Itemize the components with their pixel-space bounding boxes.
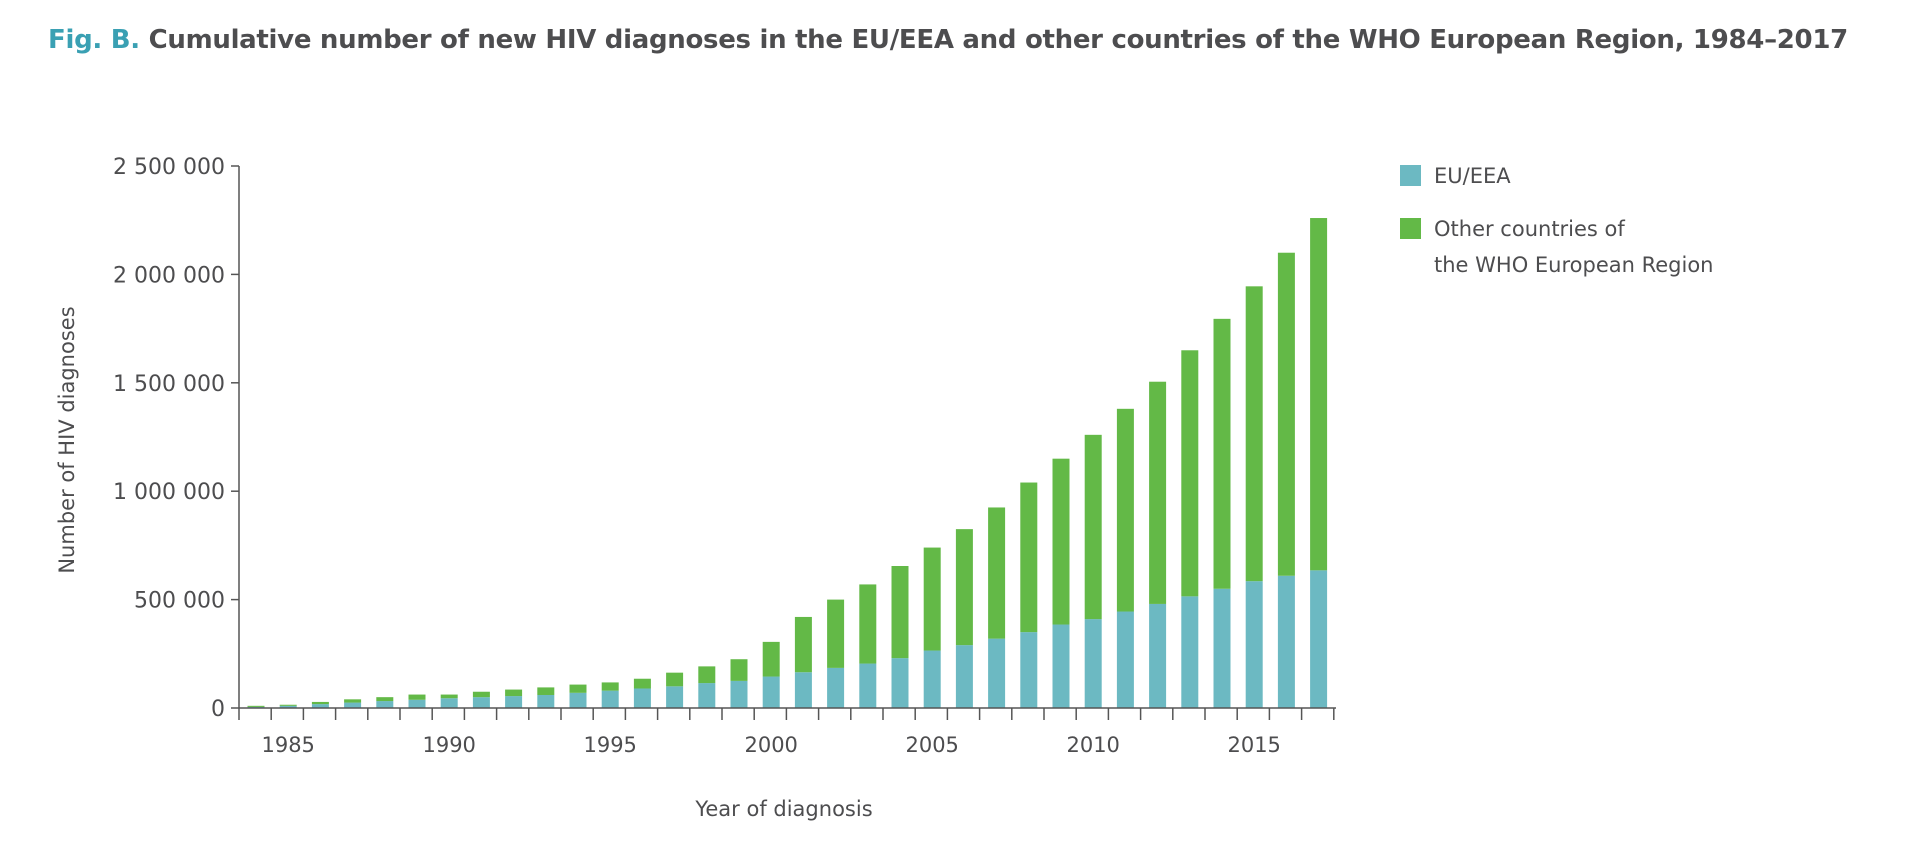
bar-other-2012: [1149, 381, 1167, 604]
bar-other-1997: [666, 672, 684, 687]
x-tick-label: 1985: [261, 733, 314, 757]
bar-other-1999: [730, 659, 748, 681]
bar-other-2000: [762, 641, 780, 677]
bar-eu-eea-2016: [1277, 575, 1295, 708]
bar-eu-eea-2003: [859, 663, 877, 708]
bar-other-1988: [376, 697, 394, 702]
bar-other-1987: [344, 699, 362, 703]
bar-eu-eea-1987: [344, 702, 362, 708]
x-tick-label: 2015: [1227, 733, 1280, 757]
figure-title-text: Cumulative number of new HIV diagnoses i…: [148, 25, 1849, 55]
y-tick-label: 2 500 000: [113, 155, 225, 180]
bar-eu-eea-2007: [988, 638, 1006, 708]
bar-other-2010: [1084, 434, 1102, 620]
bar-other-1995: [601, 682, 619, 691]
bar-other-1989: [408, 694, 426, 700]
bar-other-1985: [279, 704, 297, 706]
bar-eu-eea-1992: [505, 696, 523, 708]
bar-eu-eea-2001: [794, 672, 812, 708]
x-tick-label: 2000: [744, 733, 797, 757]
bar-other-1984: [247, 705, 265, 707]
bar-other-2009: [1052, 458, 1070, 625]
bar-other-2002: [827, 599, 845, 668]
axes-group: 0 500 000 1 000 000 1 500 000 2 000 000 2 500…: [113, 155, 1336, 757]
x-tick-label: 1995: [583, 733, 636, 757]
bar-eu-eea-2010: [1084, 619, 1102, 708]
bar-eu-eea-1991: [472, 697, 490, 708]
bar-eu-eea-1997: [666, 686, 684, 708]
bar-other-2004: [891, 565, 909, 659]
bar-eu-eea-1995: [601, 690, 619, 708]
bar-eu-eea-2009: [1052, 624, 1070, 708]
figure-title: Fig. B. Cumulative number of new HIV dia…: [48, 22, 1888, 58]
bar-eu-eea-2013: [1181, 596, 1199, 708]
legend-swatch-eu-eea: [1400, 165, 1421, 186]
x-axis-label: Year of diagnosis: [694, 797, 872, 821]
bar-other-2005: [923, 547, 941, 651]
legend-label-eu-eea: EU/EEA: [1434, 164, 1511, 188]
bar-other-1998: [698, 666, 716, 684]
bar-eu-eea-1989: [408, 699, 426, 708]
x-tick-label: 2005: [905, 733, 958, 757]
y-tick-label: 1 000 000: [113, 480, 225, 505]
bar-eu-eea-2017: [1310, 570, 1328, 708]
legend-label-other-line2: the WHO European Region: [1434, 253, 1714, 277]
bar-eu-eea-2012: [1149, 603, 1167, 708]
bar-other-1986: [311, 701, 329, 705]
y-tick-label: 0: [211, 697, 225, 722]
legend-label-other-line1: Other countries of: [1434, 217, 1625, 241]
bar-eu-eea-2008: [1020, 632, 1038, 708]
bar-other-1994: [569, 684, 587, 693]
bar-eu-eea-2004: [891, 658, 909, 708]
bar-eu-eea-1998: [698, 683, 716, 708]
bar-other-1996: [633, 678, 651, 689]
figure-label: Fig. B.: [48, 25, 140, 55]
x-tick-label: 2010: [1066, 733, 1119, 757]
y-tick-label: 2 000 000: [113, 263, 225, 288]
bar-other-2015: [1245, 286, 1263, 582]
bar-other-2007: [988, 507, 1006, 639]
legend: EU/EEA Other countries of the WHO Europe…: [1400, 164, 1714, 277]
bar-other-2013: [1181, 350, 1199, 597]
x-tick-label: 1990: [422, 733, 475, 757]
y-axis-label: Number of HIV diagnoses: [55, 306, 79, 573]
bar-eu-eea-2006: [955, 645, 973, 708]
bar-other-2017: [1310, 218, 1328, 571]
bar-eu-eea-2005: [923, 650, 941, 708]
bar-eu-eea-1999: [730, 680, 748, 708]
bar-eu-eea-2000: [762, 676, 780, 708]
bar-other-2011: [1116, 408, 1134, 612]
bar-other-1993: [537, 687, 555, 695]
bar-eu-eea-2011: [1116, 611, 1134, 708]
bar-eu-eea-1993: [537, 694, 555, 708]
bar-other-1990: [440, 694, 458, 699]
bar-eu-eea-2002: [827, 667, 845, 708]
bar-eu-eea-1985: [279, 705, 297, 708]
bar-other-2001: [794, 616, 812, 673]
bar-eu-eea-2014: [1213, 588, 1231, 708]
bar-other-2008: [1020, 482, 1038, 633]
bar-eu-eea-1988: [376, 701, 394, 708]
bar-other-2014: [1213, 318, 1231, 589]
bars-group: [247, 218, 1328, 708]
y-tick-label: 500 000: [134, 589, 225, 614]
bar-other-2016: [1277, 252, 1295, 576]
bar-eu-eea-2015: [1245, 581, 1263, 708]
y-tick-label: 1 500 000: [113, 372, 225, 397]
bar-eu-eea-1986: [311, 704, 329, 708]
bar-other-1991: [472, 691, 490, 698]
bar-other-2006: [955, 529, 973, 646]
legend-swatch-other: [1400, 218, 1421, 239]
bar-eu-eea-1994: [569, 692, 587, 708]
bar-other-1992: [505, 689, 523, 697]
bar-eu-eea-1990: [440, 698, 458, 708]
bar-other-2003: [859, 584, 877, 664]
bar-eu-eea-1996: [633, 688, 651, 708]
